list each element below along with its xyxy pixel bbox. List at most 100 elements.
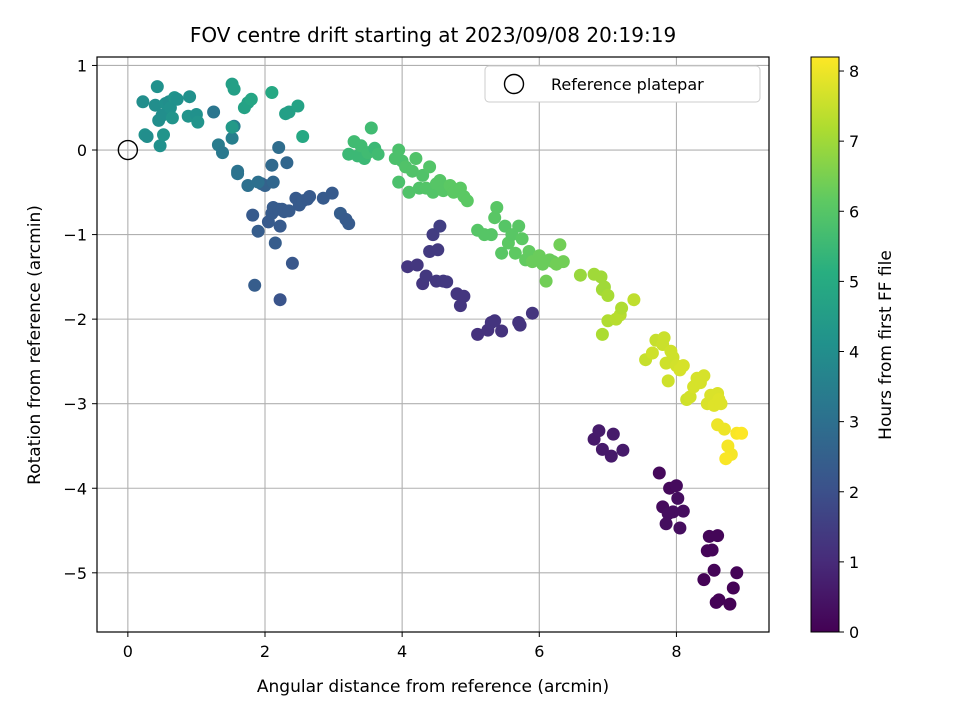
data-point (325, 186, 339, 200)
data-point (661, 507, 675, 521)
data-point (676, 359, 690, 373)
data-point (392, 175, 406, 189)
data-point (364, 121, 378, 135)
colorbar-tick-label: 8 (849, 62, 859, 81)
x-axis-ticks: 0 2 4 6 8 (123, 632, 682, 661)
data-point (227, 82, 241, 96)
data-point (265, 86, 279, 99)
colorbar: 0 1 2 3 4 5 6 7 8 Hours from first FF file (810, 56, 896, 642)
data-point (405, 164, 419, 178)
data-point (697, 369, 711, 383)
data-point (148, 98, 162, 112)
x-axis-label: Angular distance from reference (arcmin) (257, 677, 609, 697)
data-point (595, 327, 609, 341)
data-point (150, 80, 164, 94)
data-point (402, 185, 416, 199)
data-point (513, 318, 527, 332)
colorbar-tick-label: 4 (849, 343, 859, 362)
data-point (241, 179, 255, 192)
data-point (251, 224, 265, 238)
data-point (272, 141, 286, 154)
data-point (140, 130, 154, 143)
data-point (431, 243, 445, 257)
legend-marker (503, 73, 525, 95)
colorbar-label: Hours from first FF file (876, 250, 896, 440)
data-point (719, 452, 733, 466)
colorbar-tick-label: 1 (849, 553, 859, 572)
data-point (488, 211, 502, 225)
data-point (371, 147, 385, 161)
data-point (136, 95, 150, 109)
data-point (735, 426, 749, 440)
data-point (615, 301, 629, 315)
data-point (669, 479, 683, 493)
y-tick-label: −2 (63, 310, 87, 329)
x-tick-label: 0 (123, 642, 133, 661)
data-point (170, 92, 184, 106)
data-point (707, 563, 721, 577)
y-tick-label: −3 (63, 395, 87, 414)
colorbar-tick-label: 7 (849, 132, 859, 151)
data-point (157, 128, 170, 142)
data-point (553, 238, 567, 252)
data-point (508, 246, 522, 260)
legend-entry-reference: Reference platepar (551, 75, 704, 94)
data-point (495, 246, 509, 260)
data-point (606, 427, 620, 441)
data-point (556, 255, 570, 269)
data-point (592, 424, 606, 438)
data-point (488, 314, 502, 328)
data-point (697, 573, 711, 587)
y-tick-label: −5 (63, 564, 87, 583)
data-point (409, 152, 423, 165)
data-point (726, 581, 740, 595)
data-point (296, 130, 310, 143)
data-point (440, 275, 454, 289)
data-point (225, 120, 239, 134)
plot-frame (96, 56, 770, 633)
x-tick-label: 2 (260, 642, 270, 661)
data-point (712, 593, 726, 607)
data-point (303, 190, 317, 203)
data-point (216, 146, 229, 160)
data-point (714, 397, 728, 411)
data-point (423, 160, 437, 174)
data-points (136, 77, 749, 611)
y-axis-ticks: 1 0 −1 −2 −3 −4 −5 (63, 56, 97, 583)
data-point (723, 597, 737, 611)
data-point (153, 139, 167, 153)
chart-title: FOV centre drift starting at 2023/09/08 … (190, 23, 676, 47)
colorbar-gradient (810, 56, 840, 633)
data-point (280, 156, 294, 170)
data-point (539, 274, 553, 288)
y-tick-label: −4 (63, 479, 87, 498)
x-tick-label: 6 (534, 642, 544, 661)
y-tick-label: −1 (63, 226, 87, 245)
colorbar-tick-label: 5 (849, 272, 859, 291)
data-point (191, 115, 205, 129)
reference-point (117, 139, 139, 161)
data-point (433, 219, 447, 233)
data-point (231, 164, 245, 178)
data-point (273, 293, 287, 307)
data-point (604, 449, 618, 463)
data-point (595, 442, 609, 456)
data-point (460, 194, 474, 208)
data-point (457, 289, 471, 303)
data-point (683, 390, 697, 404)
data-point (645, 346, 659, 360)
data-point (433, 174, 447, 187)
data-point (717, 422, 731, 436)
data-point (266, 175, 280, 189)
data-point (291, 99, 305, 113)
y-tick-label: 1 (77, 56, 87, 75)
data-point (522, 245, 536, 258)
data-point (251, 175, 265, 189)
data-point (268, 236, 282, 250)
legend-box (484, 65, 761, 103)
data-point (515, 232, 529, 246)
data-point (673, 521, 687, 535)
data-point (730, 566, 744, 580)
data-point (244, 92, 258, 106)
data-point (285, 256, 299, 270)
